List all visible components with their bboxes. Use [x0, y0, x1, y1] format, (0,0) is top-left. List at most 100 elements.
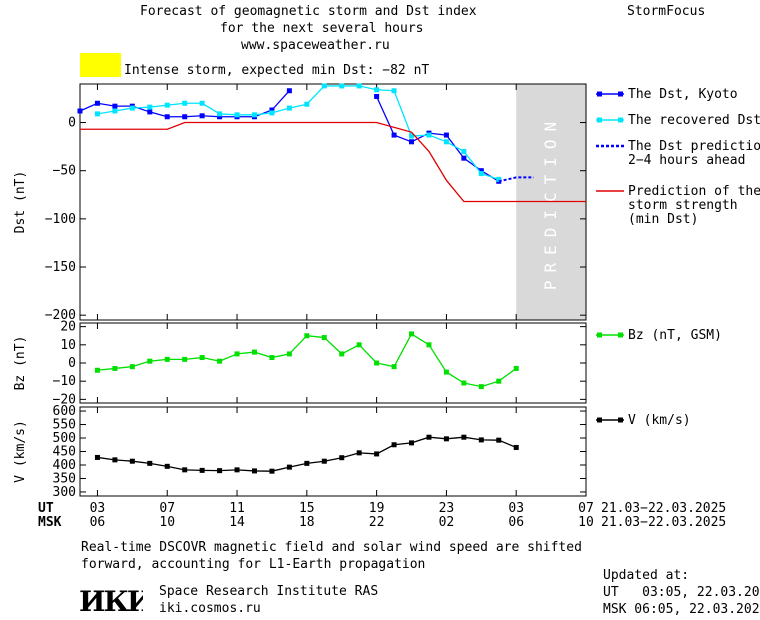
data-point-dst-0: [461, 155, 467, 161]
data-point-dst-1: [461, 148, 467, 154]
data-point-dst-1: [426, 132, 432, 138]
msk-tick-label: 06: [90, 515, 106, 530]
legend-marker-dst-0: [597, 91, 602, 97]
msk-date-range: 21.03−22.03.2025: [601, 515, 726, 530]
data-point-dst-0: [147, 109, 153, 115]
data-point-dst-0: [94, 100, 100, 106]
data-point-dst-1: [496, 176, 502, 182]
data-point-v-0: [112, 457, 118, 463]
data-point-bz-0: [478, 384, 484, 390]
data-point-v-0: [461, 434, 467, 440]
ytick-label-v: 400: [53, 458, 76, 473]
msk-tick-label: 14: [229, 515, 245, 530]
data-point-v-0: [251, 468, 257, 474]
data-point-bz-0: [513, 365, 519, 371]
legend-label-dst-1: The recovered Dst: [628, 113, 760, 128]
ut-tick-label: 11: [229, 501, 245, 516]
data-point-dst-1: [199, 100, 205, 106]
ytick-label-bz: 20: [60, 320, 76, 335]
ut-axis-label: UT: [38, 501, 54, 516]
ytick-label-bz: 10: [60, 338, 76, 353]
panel-frame-bz: [79, 322, 587, 404]
data-point-bz-0: [199, 355, 205, 361]
data-point-v-0: [147, 460, 153, 466]
data-point-v-0: [513, 444, 519, 450]
institute-name: Space Research Institute RAS: [159, 584, 379, 599]
data-point-v-0: [164, 463, 170, 469]
data-point-dst-1: [304, 101, 310, 107]
data-point-dst-1: [374, 87, 380, 93]
ytick-label-v: 550: [53, 418, 76, 433]
ylabel-dst: Dst (nT): [13, 171, 28, 234]
data-point-dst-1: [94, 111, 100, 117]
ytick-label-v: 350: [53, 471, 76, 486]
data-point-v-0: [321, 458, 327, 464]
data-point-bz-0: [426, 342, 432, 348]
data-point-v-0: [391, 442, 397, 448]
data-point-bz-0: [147, 358, 153, 364]
ut-tick-label: 03: [508, 501, 524, 516]
data-point-dst-1: [286, 105, 292, 111]
data-point-v-0: [217, 468, 223, 474]
data-point-bz-0: [217, 358, 223, 364]
data-point-dst-1: [182, 100, 188, 106]
ytick-label-dst: 0: [68, 116, 76, 131]
ytick-label-dst: −150: [45, 260, 76, 275]
data-point-v-0: [304, 460, 310, 466]
ut-tick-label: 15: [299, 501, 315, 516]
ytick-label-v: 500: [53, 431, 76, 446]
msk-axis-label: MSK: [38, 515, 62, 530]
series-line-dst-0: [376, 96, 500, 182]
data-point-bz-0: [409, 331, 415, 337]
data-point-bz-0: [304, 333, 310, 339]
updated-label: Updated at:: [603, 568, 690, 583]
series-line-v-0: [97, 436, 517, 472]
data-point-dst-1: [391, 88, 397, 94]
series-line-dst-1: [97, 85, 499, 180]
data-point-v-0: [496, 437, 502, 443]
data-point-v-0: [129, 458, 135, 464]
data-point-bz-0: [391, 364, 397, 370]
ytick-label-v: 450: [53, 445, 76, 460]
chart-title-line2: for the next several hours: [220, 21, 424, 36]
data-point-dst-0: [182, 114, 188, 120]
data-point-bz-0: [234, 351, 240, 357]
website-link[interactable]: www.spaceweather.ru: [241, 38, 390, 53]
ylabel-v: V (km/s): [13, 420, 28, 483]
storm-forecast-text: Intense storm, expected min Dst: −82 nT: [124, 63, 430, 78]
data-point-bz-0: [251, 349, 257, 355]
ut-tick-label: 19: [369, 501, 385, 516]
legend-marker-dst-1: [618, 117, 623, 123]
msk-tick-label: 02: [439, 515, 455, 530]
ytick-label-dst: −100: [45, 212, 76, 227]
data-point-bz-0: [269, 355, 275, 361]
msk-tick-label: 10: [578, 515, 594, 530]
series-line-bz-0: [97, 332, 517, 388]
data-point-v-0: [374, 451, 380, 457]
data-point-v-0: [426, 434, 432, 440]
ytick-label-bz: −10: [53, 374, 76, 389]
storm-level-swatch: [80, 53, 121, 77]
panel-frame-v: [79, 406, 587, 497]
institute-site[interactable]: iki.cosmos.ru: [159, 601, 261, 616]
ut-tick-label: 23: [439, 501, 455, 516]
msk-tick-label: 10: [159, 515, 175, 530]
msk-tick-label: 06: [508, 515, 524, 530]
data-point-dst-1: [234, 112, 240, 118]
ytick-label-v: 300: [53, 485, 76, 500]
data-point-bz-0: [182, 356, 188, 362]
legend-label-dst-3: storm strength: [628, 198, 738, 213]
data-point-dst-1: [443, 139, 449, 145]
legend-marker-dst-0: [618, 91, 623, 97]
data-point-dst-1: [112, 108, 118, 114]
ytick-label-bz: 0: [68, 356, 76, 371]
data-point-dst-0: [409, 139, 415, 145]
legend-label-dst-2: The Dst prediction: [628, 139, 760, 154]
data-point-dst-1: [129, 105, 135, 111]
data-point-bz-0: [339, 351, 345, 357]
legend-label-dst-3: Prediction of the: [628, 184, 760, 199]
data-point-v-0: [339, 455, 345, 461]
data-point-bz-0: [443, 369, 449, 375]
data-point-dst-1: [217, 111, 223, 117]
